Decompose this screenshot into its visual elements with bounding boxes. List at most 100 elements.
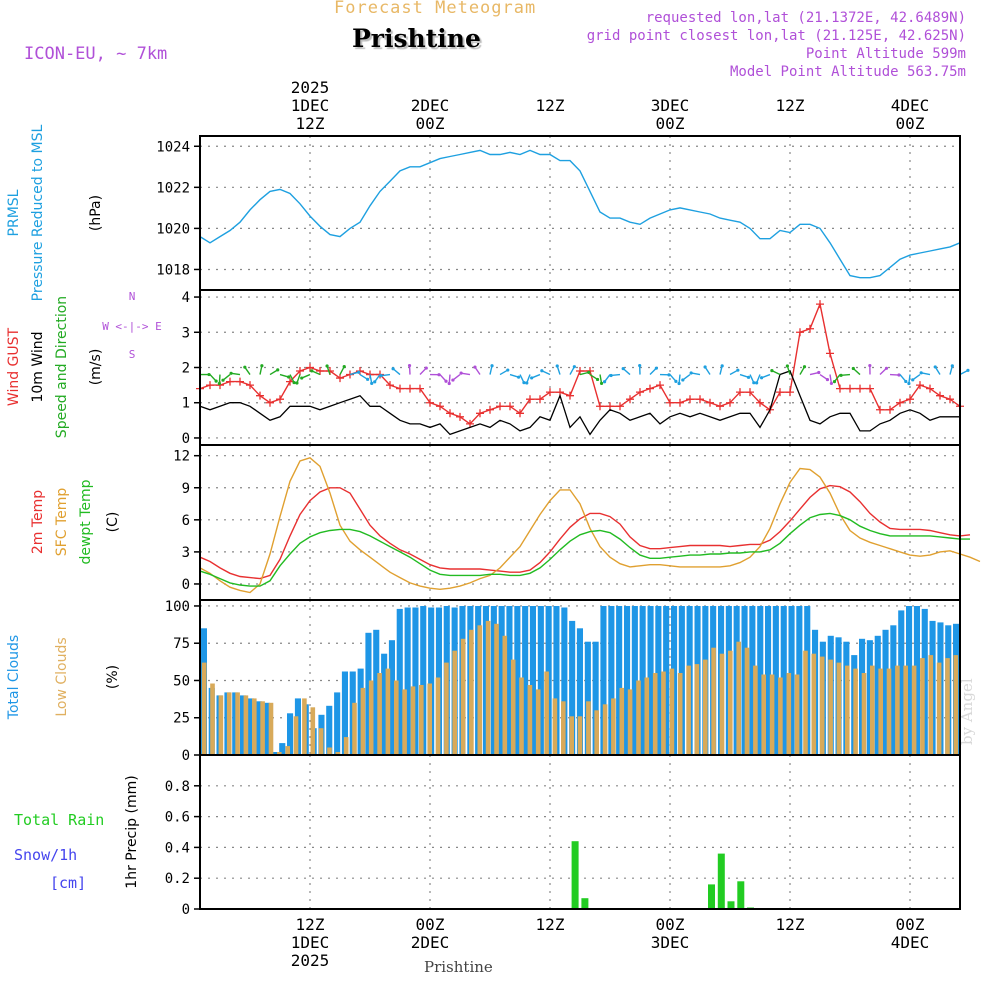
bar-low-clouds <box>870 665 875 755</box>
wind-direction-arrow <box>540 369 551 376</box>
y-axis-label: 1hr Precip (mm) <box>124 775 140 888</box>
wind-direction-arrow <box>659 373 671 377</box>
wind-direction-arrow <box>369 374 374 385</box>
series-line-dewpt-temp <box>199 512 970 587</box>
bar-low-clouds <box>510 659 516 755</box>
time-label-top: 4DEC <box>891 96 930 115</box>
bar-low-clouds <box>736 641 741 755</box>
wind-direction-arrow <box>295 374 301 385</box>
bar-low-clouds <box>385 668 391 755</box>
gust-marker <box>846 384 854 393</box>
wind-direction-arrow <box>447 374 451 386</box>
gust-marker <box>906 395 914 404</box>
bar-low-clouds <box>903 665 908 755</box>
wind-arrow-head <box>373 380 377 384</box>
y-tick-label: 0.8 <box>165 779 190 795</box>
bar-total-clouds <box>404 607 411 755</box>
bar-total-clouds <box>428 607 435 755</box>
bar-low-clouds <box>519 677 524 755</box>
wind-direction-arrow <box>209 374 218 383</box>
wind-direction-arrow <box>889 373 901 377</box>
y-tick-label: 0 <box>182 902 190 918</box>
wind-arrow-head <box>736 368 740 372</box>
wind-direction-arrow <box>677 374 681 386</box>
point-altitude: Point Altitude 599m <box>805 46 966 62</box>
bar-low-clouds <box>861 673 867 755</box>
wind-arrow-head <box>447 381 451 386</box>
wind-direction-arrow <box>339 364 346 375</box>
wind-direction-arrow <box>879 366 889 376</box>
bar-low-clouds <box>268 702 274 755</box>
time-label-top: 00Z <box>416 114 445 133</box>
bar-total-clouds <box>898 610 905 755</box>
wind-arrow-head <box>540 369 544 373</box>
wind-arrow-head <box>214 379 218 383</box>
wind-arrow-head <box>530 376 534 380</box>
wind-arrow-head <box>229 371 233 375</box>
bar-low-clouds <box>636 680 641 755</box>
bar-low-clouds <box>302 698 307 755</box>
bar-total-clouds <box>780 606 787 755</box>
bar-low-clouds <box>761 674 766 755</box>
wind-arrow-head <box>357 370 361 374</box>
gust-marker <box>546 388 554 397</box>
y-tick-label: 0 <box>182 431 190 447</box>
y-axis-label: (m/s) <box>88 349 104 386</box>
bar-low-clouds <box>360 687 366 755</box>
bar-low-clouds <box>953 655 959 755</box>
bar-low-clouds <box>335 752 341 755</box>
bar-low-clouds <box>753 665 758 755</box>
wind-direction-arrow <box>799 365 807 375</box>
bar-low-clouds <box>619 687 625 755</box>
time-label-top: 12Z <box>296 114 325 133</box>
gust-marker <box>426 398 434 407</box>
bar-low-clouds <box>661 671 666 755</box>
bar-low-clouds <box>711 647 716 755</box>
bar-low-clouds <box>210 683 215 755</box>
wind-direction-arrow <box>907 374 911 386</box>
time-label-top: 00Z <box>896 114 925 133</box>
bar-low-clouds <box>694 664 700 755</box>
bar-low-clouds <box>460 638 466 756</box>
wind-arrow-head <box>825 377 830 382</box>
wind-arrow-head <box>379 374 383 378</box>
bar-total-clouds <box>490 606 497 755</box>
bar-low-clouds <box>502 635 508 755</box>
bar-low-clouds <box>535 689 541 755</box>
wind-arrow-head <box>919 371 923 375</box>
bar-low-clouds <box>293 716 299 756</box>
wind-arrow-head <box>451 378 455 382</box>
wind-arrow-head <box>759 376 764 380</box>
series-line-10m-wind <box>199 370 960 436</box>
wind-direction-arrow <box>589 373 600 382</box>
bar-low-clouds <box>243 695 249 755</box>
bar-total-clouds <box>388 640 395 755</box>
bar-total-clouds <box>412 607 419 755</box>
wind-arrow-head <box>904 379 908 384</box>
series-line-wind-gust <box>199 301 961 425</box>
gust-marker <box>716 402 724 411</box>
time-label-bottom: 00Z <box>416 915 445 934</box>
wind-direction-arrow <box>243 365 251 375</box>
bar-low-clouds <box>594 710 599 755</box>
bar-low-clouds <box>878 668 883 755</box>
wind-direction-arrow <box>868 363 872 375</box>
wind-direction-arrow <box>770 369 781 376</box>
bar-total-clouds <box>522 606 529 755</box>
panel-frame <box>199 754 961 910</box>
bar-low-clouds <box>602 704 608 755</box>
bar-total-clouds <box>749 606 756 755</box>
bar-total-clouds <box>334 692 341 755</box>
bar-low-clouds <box>611 698 616 755</box>
bar-low-clouds <box>828 659 833 755</box>
footer-location: Prishtine <box>424 958 493 976</box>
gust-marker <box>736 388 744 397</box>
gust-marker <box>356 367 364 376</box>
y-tick-label: 0.6 <box>165 810 190 826</box>
bar-total-clouds <box>529 606 536 755</box>
bar-total-clouds <box>663 606 670 755</box>
bar-total-clouds <box>584 641 591 755</box>
y-tick-label: 1024 <box>156 139 190 155</box>
wind-arrow-head <box>609 373 613 378</box>
gust-marker <box>576 367 584 376</box>
